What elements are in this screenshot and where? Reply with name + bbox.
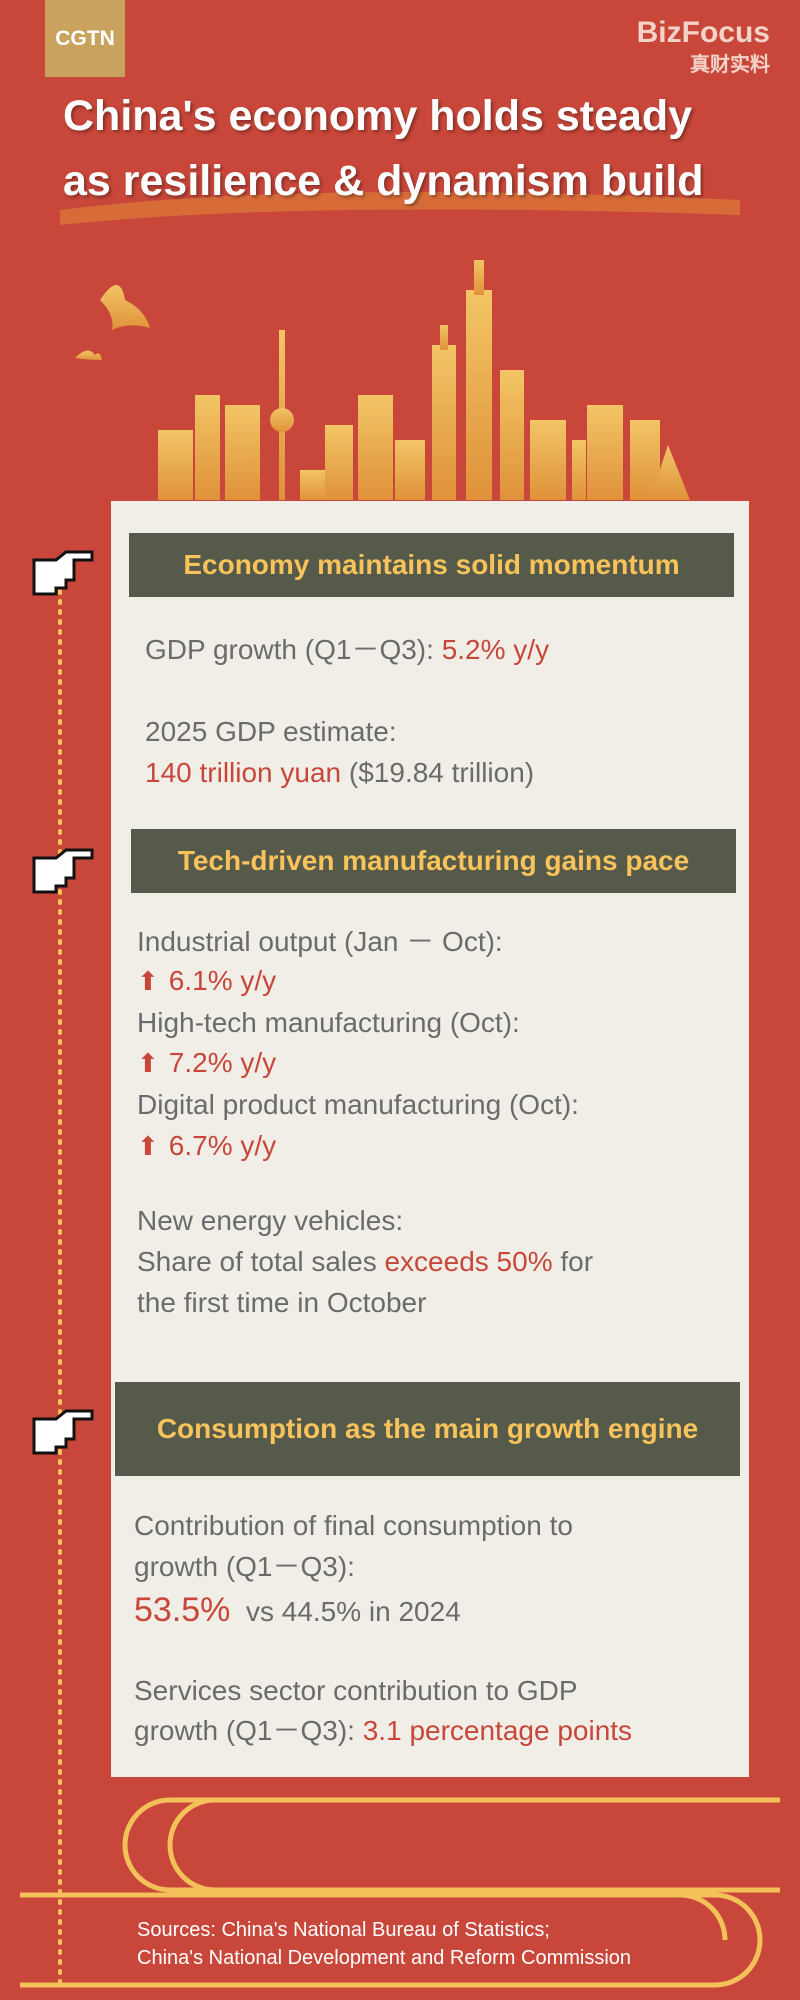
text-line: ⬆ 7.2% y/y xyxy=(137,1045,276,1081)
source: China's National Development and Reform … xyxy=(137,1947,632,1969)
text: Services sector contribution to GDP xyxy=(134,1675,578,1706)
highlight: 6.7% y/y xyxy=(168,1130,277,1161)
highlight: 6.1% y/y xyxy=(168,965,277,996)
logo: CGTN xyxy=(45,0,125,77)
text: Share of total sales xyxy=(137,1246,385,1277)
up-arrow: ⬆ xyxy=(137,1048,159,1078)
text-line: growth (Q1－Q3): xyxy=(134,1549,355,1585)
text: ($19.84 trillion) xyxy=(341,757,535,788)
text: for xyxy=(552,1246,594,1277)
text: Digital product manufacturing (Oct): xyxy=(137,1089,579,1120)
text-line: Digital product manufacturing (Oct): xyxy=(137,1087,579,1123)
text-line: ⬆ 6.7% y/y xyxy=(137,1128,276,1164)
text: GDP growth (Q1－Q3): xyxy=(145,634,442,665)
highlight: 3.1 percentage points xyxy=(362,1715,633,1746)
card xyxy=(111,501,749,1777)
text-line: High-tech manufacturing (Oct): xyxy=(137,1005,520,1041)
text: 2025 GDP estimate: xyxy=(145,716,397,747)
text-line: New energy vehicles: xyxy=(137,1203,403,1239)
text-line: ⬆ 6.1% y/y xyxy=(137,963,276,999)
section-heading: Consumption as the main growth engine xyxy=(115,1382,740,1476)
brand: BizFocus xyxy=(636,16,770,49)
section-heading: Economy maintains solid momentum xyxy=(129,533,734,597)
highlight: 53.5% xyxy=(134,1591,231,1629)
text-line: Industrial output (Jan － Oct): xyxy=(137,924,503,960)
title: as resilience & dynamism build xyxy=(63,157,704,205)
text: Industrial output (Jan － Oct): xyxy=(137,926,503,957)
text-line: Contribution of final consumption to xyxy=(134,1508,573,1544)
section-heading: Tech-driven manufacturing gains pace xyxy=(131,829,736,893)
text: the first time in October xyxy=(137,1287,427,1318)
text-line: GDP growth (Q1－Q3): 5.2% y/y xyxy=(145,632,549,668)
highlight: 5.2% y/y xyxy=(441,634,550,665)
text-line: 2025 GDP estimate: xyxy=(145,714,397,750)
source: Sources: China's National Bureau of Stat… xyxy=(137,1919,550,1941)
highlight: 140 trillion yuan xyxy=(145,757,342,788)
up-arrow: ⬆ xyxy=(137,966,159,996)
brand-cn: 真财实料 xyxy=(690,54,770,76)
text-line: 53.5% vs 44.5% in 2024 xyxy=(134,1592,461,1630)
text-line: 140 trillion yuan ($19.84 trillion) xyxy=(145,755,534,791)
text: High-tech manufacturing (Oct): xyxy=(137,1007,520,1038)
text: growth (Q1－Q3): xyxy=(134,1551,355,1582)
text-line: growth (Q1－Q3): 3.1 percentage points xyxy=(134,1713,632,1749)
text-line: Services sector contribution to GDP xyxy=(134,1673,578,1709)
title: China's economy holds steady xyxy=(63,92,693,140)
up-arrow: ⬆ xyxy=(137,1131,159,1161)
highlight: exceeds 50% xyxy=(384,1246,553,1277)
text: growth (Q1－Q3): xyxy=(134,1715,363,1746)
highlight: 7.2% y/y xyxy=(168,1047,277,1078)
text-line: the first time in October xyxy=(137,1285,426,1321)
text-line: Share of total sales exceeds 50% for xyxy=(137,1244,593,1280)
text: New energy vehicles: xyxy=(137,1205,404,1236)
text: vs 44.5% in 2024 xyxy=(230,1596,461,1627)
text: Contribution of final consumption to xyxy=(134,1510,573,1541)
